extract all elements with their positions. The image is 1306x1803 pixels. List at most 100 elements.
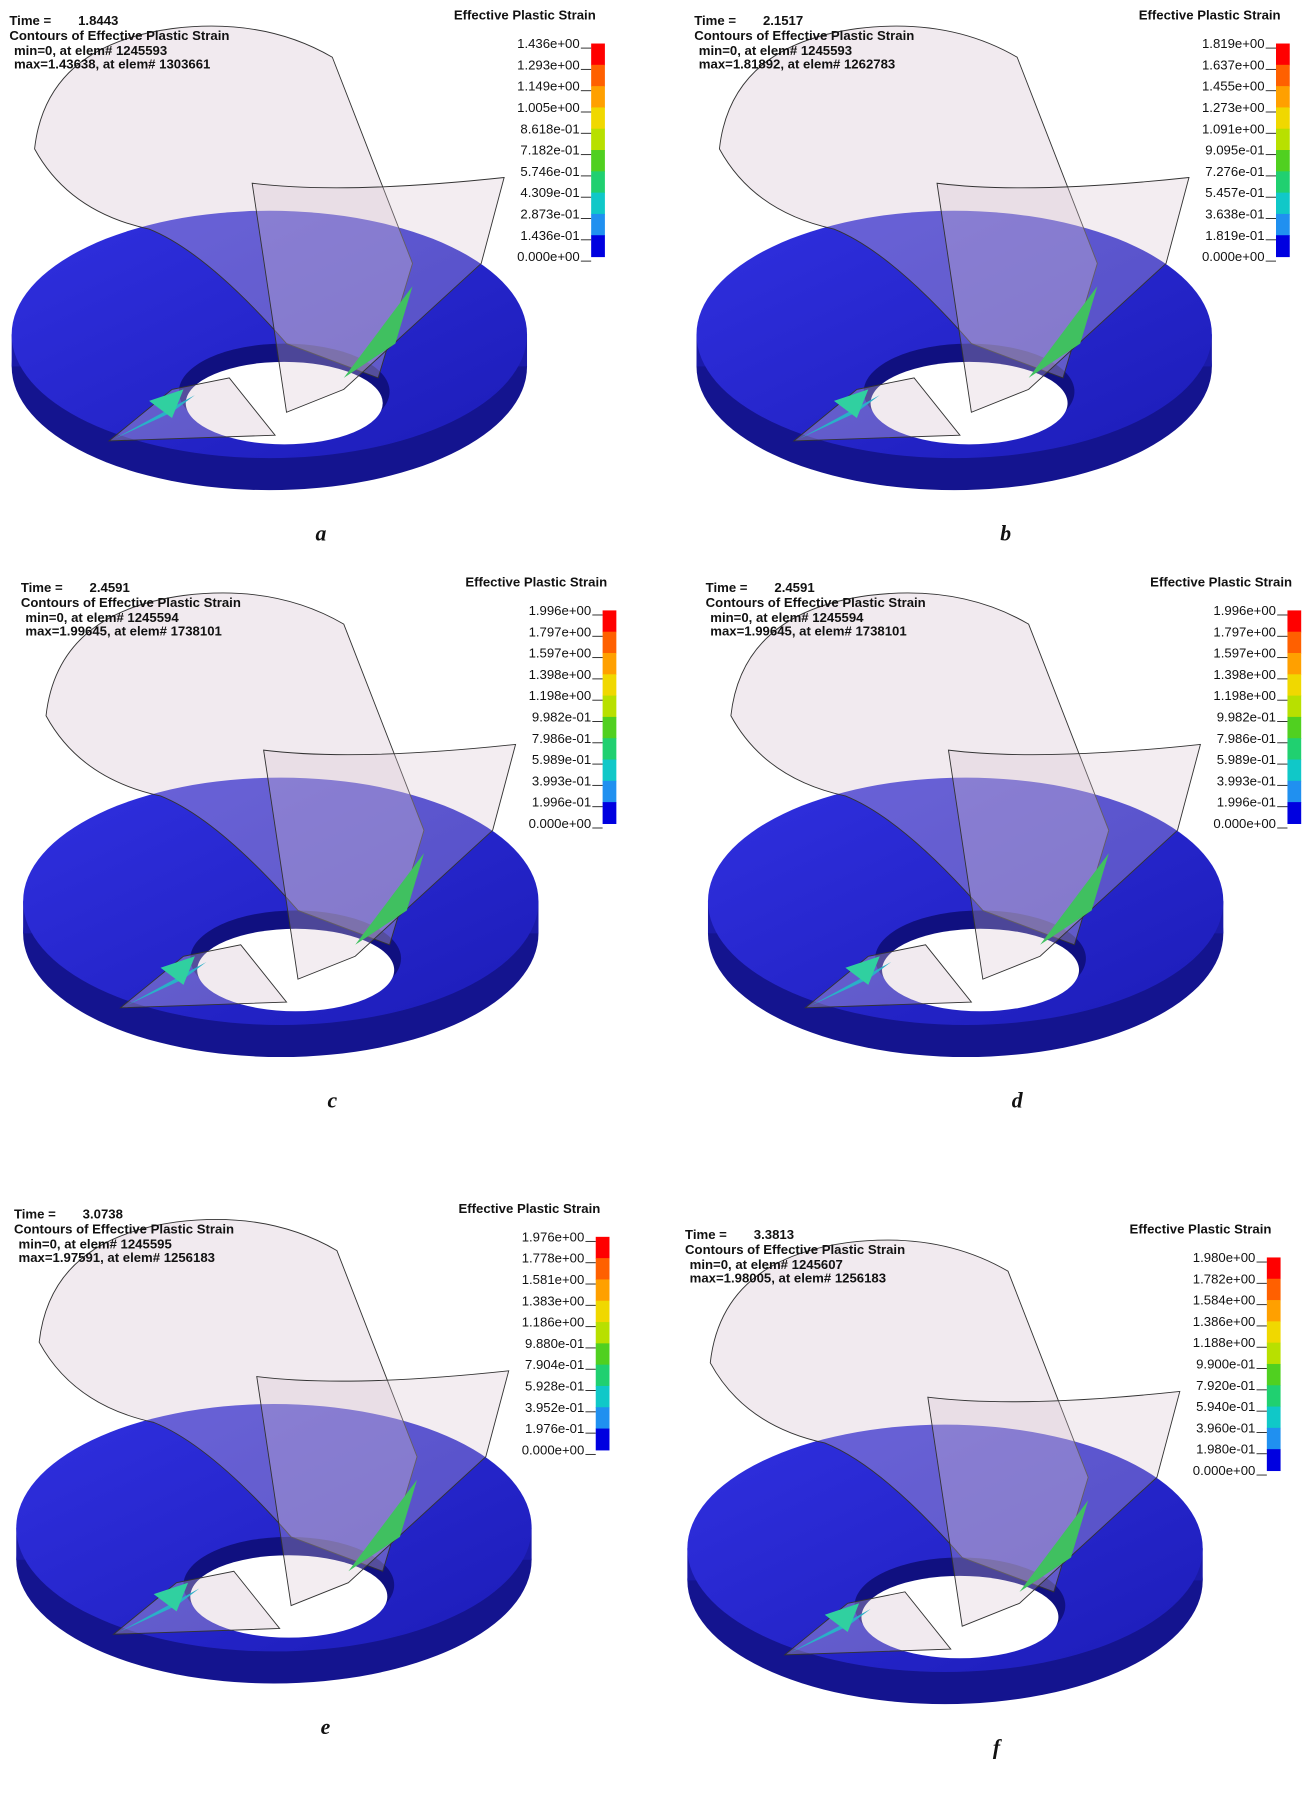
legend-tick-label: 1.782e+00: [1193, 1271, 1256, 1286]
legend-tick-label: 0.000e+00: [1213, 816, 1276, 831]
panel-caption: a: [315, 522, 326, 546]
color-segment: [595, 1279, 610, 1302]
legend-tick-label: 9.900e-01: [1196, 1357, 1255, 1372]
color-segment: [595, 1258, 610, 1281]
max-info: max=1.98005, at elem# 1256183: [690, 1271, 886, 1286]
color-segment: [591, 107, 605, 130]
color-segment: [1276, 150, 1290, 172]
legend-tick-label: 0.000e+00: [1202, 249, 1265, 264]
contour-title: Contours of Effective Plastic Strain: [706, 595, 926, 610]
legend-tick-label: 1.819e+00: [1202, 36, 1265, 51]
legend-tick-label: 1.455e+00: [1202, 79, 1265, 94]
legend-tick-label: 1.980e+00: [1193, 1250, 1256, 1265]
color-segment: [1276, 235, 1290, 258]
legend-tick-label: 0.000e+00: [517, 249, 580, 264]
legend-tick-label: 3.960e-01: [1196, 1420, 1255, 1435]
color-segment: [602, 610, 617, 633]
color-segment: [1276, 171, 1290, 194]
color-segment: [1266, 1257, 1281, 1280]
legend-tick-label: 7.276e-01: [1205, 164, 1264, 179]
legend-title: Effective Plastic Strain: [1150, 574, 1292, 589]
legend-tick-label: 7.986e-01: [1217, 731, 1276, 746]
simulation-render: [11, 25, 528, 491]
color-segment: [1287, 738, 1302, 761]
color-segment: [1287, 653, 1302, 675]
min-info: min=0, at elem# 1245595: [19, 1236, 172, 1251]
color-segment: [591, 192, 605, 215]
color-segment: [591, 43, 605, 66]
legend-tick-label: 1.778e+00: [522, 1251, 585, 1266]
legend-tick-label: 1.198e+00: [529, 688, 592, 703]
legend-tick-label: 1.383e+00: [522, 1293, 585, 1308]
color-segment: [1266, 1406, 1281, 1429]
color-segment: [595, 1300, 610, 1323]
legend-tick-label: 5.928e-01: [525, 1379, 584, 1394]
color-segment: [602, 695, 617, 718]
legend-tick-label: 5.989e-01: [532, 752, 591, 767]
legend-tick-label: 1.398e+00: [1213, 667, 1276, 682]
legend-tick-label: 5.746e-01: [520, 164, 579, 179]
max-info: max=1.99645, at elem# 1738101: [25, 624, 221, 639]
max-info: max=1.43638, at elem# 1303661: [14, 57, 210, 72]
color-segment: [1276, 213, 1290, 236]
color-segment: [595, 1385, 610, 1408]
color-segment: [1287, 610, 1302, 633]
color-segment: [602, 738, 617, 761]
color-segment: [602, 780, 617, 803]
legend-tick-label: 7.182e-01: [520, 143, 579, 158]
legend-title: Effective Plastic Strain: [1130, 1221, 1272, 1236]
time-label: Time =: [706, 580, 748, 595]
min-info: min=0, at elem# 1245593: [14, 43, 167, 58]
color-segment: [1266, 1300, 1281, 1322]
panel-caption: b: [1000, 522, 1011, 546]
legend-tick-label: 9.095e-01: [1205, 143, 1264, 158]
time-label: Time =: [685, 1227, 727, 1242]
legend-tick-label: 5.940e-01: [1196, 1399, 1255, 1414]
legend-title: Effective Plastic Strain: [454, 7, 596, 22]
legend-tick-label: 1.996e+00: [529, 603, 592, 618]
color-segment: [591, 235, 605, 258]
legend-tick-label: 1.996e+00: [1213, 603, 1276, 618]
legend-tick-label: 1.398e+00: [529, 667, 592, 682]
color-segment: [591, 213, 605, 236]
legend-tick-label: 1.996e-01: [532, 795, 591, 810]
contour-title: Contours of Effective Plastic Strain: [694, 28, 914, 43]
legend-tick-label: 1.293e+00: [517, 57, 580, 72]
color-segment: [1276, 86, 1290, 108]
legend-tick-label: 1.091e+00: [1202, 121, 1265, 136]
legend-tick-label: 1.581e+00: [522, 1272, 585, 1287]
time-label: Time =: [9, 13, 51, 28]
color-segment: [1266, 1427, 1281, 1450]
color-segment: [591, 64, 605, 87]
color-segment: [1266, 1321, 1281, 1344]
legend-tick-label: 1.149e+00: [517, 79, 580, 94]
color-segment: [1266, 1342, 1281, 1365]
legend-tick-label: 1.273e+00: [1202, 100, 1265, 115]
legend-tick-label: 0.000e+00: [529, 816, 592, 831]
contour-title: Contours of Effective Plastic Strain: [9, 28, 229, 43]
color-segment: [595, 1343, 610, 1366]
legend-tick-label: 1.819e-01: [1205, 228, 1264, 243]
color-segment: [1276, 64, 1290, 87]
simulation-render: [686, 1239, 1204, 1705]
max-info: max=1.99645, at elem# 1738101: [710, 624, 906, 639]
legend-tick-label: 1.797e+00: [1213, 624, 1276, 639]
legend-tick-label: 9.982e-01: [1217, 709, 1276, 724]
legend-tick-label: 3.952e-01: [525, 1400, 584, 1415]
simulation-render: [695, 25, 1213, 491]
contour-title: Contours of Effective Plastic Strain: [685, 1242, 905, 1257]
max-info: max=1.97591, at elem# 1256183: [19, 1250, 215, 1265]
time-value: 3.0738: [83, 1207, 123, 1222]
contour-title: Contours of Effective Plastic Strain: [21, 595, 241, 610]
color-segment: [595, 1364, 610, 1387]
min-info: min=0, at elem# 1245607: [690, 1257, 843, 1272]
color-segment: [595, 1236, 610, 1259]
color-segment: [602, 802, 617, 824]
time-value: 3.3813: [754, 1227, 794, 1242]
color-segment: [591, 150, 605, 172]
color-segment: [602, 759, 617, 782]
legend-tick-label: 1.996e-01: [1217, 795, 1276, 810]
